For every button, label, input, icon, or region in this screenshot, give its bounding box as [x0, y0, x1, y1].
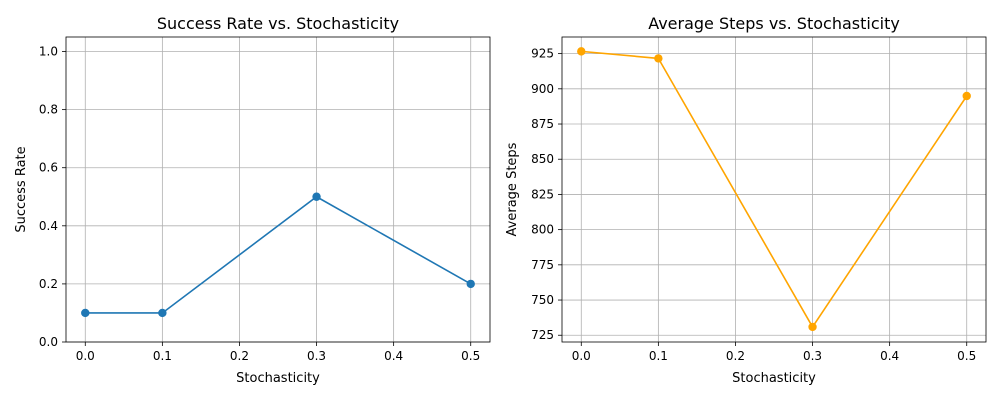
y-tick-label: 1.0	[39, 45, 58, 59]
x-tick-label: 0.0	[76, 349, 95, 363]
series-line	[85, 195, 472, 314]
chart-title: Success Rate vs. Stochasticity	[157, 14, 399, 33]
x-tick-label: 0.0	[572, 349, 591, 363]
y-tick-label: 0.2	[39, 277, 58, 291]
y-tick-label: 875	[531, 117, 554, 131]
x-tick-label: 0.1	[649, 349, 668, 363]
x-tick-label: 0.3	[803, 349, 822, 363]
series-line	[581, 50, 968, 329]
y-tick-label: 0.6	[39, 161, 58, 175]
plot-frame	[65, 36, 491, 343]
x-tick-label: 0.4	[880, 349, 899, 363]
x-tick-label: 0.4	[384, 349, 403, 363]
y-axis-label: Success Rate	[14, 146, 29, 232]
x-axis-label: Stochasticity	[236, 371, 320, 386]
data-point	[312, 192, 321, 201]
data-point	[962, 91, 971, 101]
data-point	[81, 308, 90, 318]
chart-title: Average Steps vs. Stochasticity	[648, 14, 900, 33]
y-axis-label: Average Steps	[505, 142, 520, 236]
data-point	[577, 47, 586, 56]
y-tick-label: 850	[531, 152, 554, 166]
x-tick-label: 0.2	[726, 349, 745, 363]
y-tick-label: 900	[531, 82, 554, 96]
y-tick-label: 800	[531, 223, 554, 237]
x-axis-label: Stochasticity	[732, 371, 816, 386]
y-tick-label: 750	[531, 293, 554, 307]
plot-frame	[561, 36, 987, 343]
x-tick-label: 0.5	[957, 349, 976, 363]
y-tick-label: 0.4	[39, 219, 58, 233]
x-tick-label: 0.1	[153, 349, 172, 363]
y-tick-label: 775	[531, 258, 554, 272]
x-tick-label: 0.3	[307, 349, 326, 363]
data-point	[466, 279, 475, 289]
y-tick-label: 925	[531, 47, 554, 61]
chart-panel-0: 0.0 0.1 0.2 0.3 0.4 0.5 0.0 0.2 0.4 0.6 0.8 1.0 Succ…	[14, 14, 491, 386]
data-point	[654, 54, 663, 63]
data-point	[808, 322, 817, 332]
y-tick-label: 0.0	[39, 335, 58, 349]
y-tick-label: 825	[531, 187, 554, 201]
chart-panel-1: 0.0 0.1 0.2 0.3 0.4 0.5 725 750 775 800 825 850 875 9…	[505, 14, 987, 386]
x-tick-label: 0.2	[230, 349, 249, 363]
data-point	[158, 308, 167, 318]
y-tick-label: 0.8	[39, 103, 58, 117]
y-tick-label: 725	[531, 328, 554, 342]
x-tick-label: 0.5	[461, 349, 480, 363]
